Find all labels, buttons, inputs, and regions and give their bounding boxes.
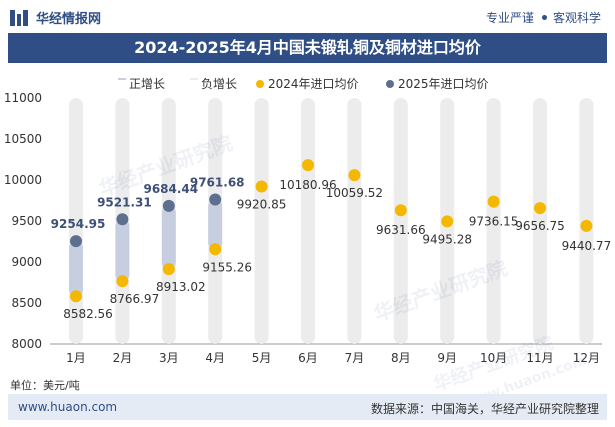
data-label-2024: 10180.96 bbox=[279, 178, 336, 192]
y-tick-label: 10500 bbox=[4, 132, 42, 146]
legend-2024-label: 2024年进口均价 bbox=[268, 77, 359, 91]
legend-positive-label: 正增长 bbox=[129, 77, 165, 91]
unit-label: 单位：美元/吨 bbox=[10, 379, 80, 392]
footer-url[interactable]: www.huaon.com bbox=[18, 400, 118, 414]
x-tick-label: 10月 bbox=[480, 351, 507, 365]
slogan-right: 客观科学 bbox=[552, 11, 601, 25]
y-tick-label: 8000 bbox=[11, 337, 42, 351]
background-bar bbox=[301, 98, 315, 344]
background-bar bbox=[393, 98, 408, 344]
brand: 华经情报网 bbox=[10, 8, 101, 27]
point-2024 bbox=[70, 290, 82, 303]
y-tick-label: 9000 bbox=[11, 255, 42, 269]
positive-growth-bar bbox=[208, 199, 223, 250]
x-tick-label: 3月 bbox=[159, 351, 179, 365]
legend-negative-swatch bbox=[190, 78, 198, 80]
point-2024 bbox=[209, 243, 222, 256]
x-tick-label: 12月 bbox=[573, 351, 600, 365]
legend-2025-label: 2025年进口均价 bbox=[398, 77, 489, 91]
y-tick-label: 8500 bbox=[11, 296, 42, 310]
legend-negative-label: 负增长 bbox=[201, 77, 237, 91]
y-tick-label: 9500 bbox=[11, 214, 42, 228]
x-tick-label: 11月 bbox=[526, 351, 553, 365]
brand-logo-icon bbox=[10, 9, 28, 26]
chart: 正增长 负增长 2024年进口均价 2025年进口均价 8000 8500 9000 9500… bbox=[4, 77, 612, 365]
background-bar bbox=[347, 98, 362, 344]
data-label-2024: 9736.15 bbox=[469, 215, 519, 229]
data-label-2024: 8766.97 bbox=[110, 292, 160, 306]
background-bar bbox=[486, 98, 501, 344]
data-label-2024: 9155.26 bbox=[202, 260, 252, 274]
point-2025 bbox=[116, 213, 129, 226]
background-bar bbox=[254, 98, 269, 344]
x-tick-label: 8月 bbox=[391, 351, 411, 365]
data-label-2024: 9631.66 bbox=[376, 223, 426, 237]
point-2025 bbox=[162, 199, 175, 212]
background-bar bbox=[533, 98, 547, 344]
chart-title: 2024-2025年4月中国未锻轧铜及铜材进口均价 bbox=[8, 33, 607, 63]
data-label-2025: 9761.68 bbox=[190, 176, 245, 190]
data-label-2025: 9684.44 bbox=[143, 182, 198, 196]
slogan-left: 专业严谨 bbox=[485, 11, 534, 25]
data-label-2024: 10059.52 bbox=[326, 186, 383, 200]
data-source: 数据来源：中国海关，华经产业研究院整理 bbox=[370, 402, 599, 416]
point-2024 bbox=[302, 159, 314, 172]
slogan-dot-icon bbox=[541, 15, 547, 20]
data-label-2024: 9920.85 bbox=[237, 197, 287, 211]
x-tick-label: 6月 bbox=[298, 351, 318, 365]
brand-name: 华经情报网 bbox=[36, 12, 102, 27]
legend-2025-marker bbox=[386, 80, 394, 88]
x-tick-label: 2月 bbox=[113, 351, 133, 365]
point-2024 bbox=[255, 180, 268, 193]
data-label-2024: 9440.77 bbox=[562, 239, 612, 253]
data-label-2024: 9656.75 bbox=[515, 219, 565, 233]
x-tick-label: 7月 bbox=[345, 351, 365, 365]
data-label-2024: 8582.56 bbox=[63, 307, 113, 321]
positive-growth-bar bbox=[115, 219, 130, 282]
point-2024 bbox=[394, 204, 407, 217]
slogan: 专业严谨 客观科学 bbox=[486, 9, 601, 26]
point-2024 bbox=[116, 275, 129, 288]
positive-growth-bar bbox=[161, 205, 176, 270]
footer: www.huaon.com 数据来源：中国海关，华经产业研究院整理 bbox=[8, 394, 607, 420]
legend-positive-swatch bbox=[118, 78, 126, 80]
point-2024 bbox=[348, 169, 361, 182]
x-tick-label: 5月 bbox=[252, 351, 272, 365]
data-label-2025: 9521.31 bbox=[97, 195, 152, 209]
point-2024 bbox=[580, 219, 593, 232]
top-bar: 华经情报网 专业严谨 客观科学 bbox=[0, 0, 615, 33]
x-tick-label: 9月 bbox=[437, 351, 457, 365]
x-tick-label: 4月 bbox=[205, 351, 225, 365]
data-label-2024: 9495.28 bbox=[422, 232, 472, 246]
x-tick-label: 1月 bbox=[66, 351, 86, 365]
legend-2024-marker bbox=[256, 80, 264, 88]
y-tick-label: 10000 bbox=[4, 173, 42, 187]
point-2025 bbox=[70, 235, 82, 248]
data-label-2024: 8913.02 bbox=[156, 280, 206, 294]
y-tick-label: 11000 bbox=[4, 91, 42, 105]
data-label-2025: 9254.95 bbox=[51, 217, 106, 231]
point-2025 bbox=[209, 193, 222, 206]
point-2024 bbox=[441, 215, 454, 228]
positive-growth-bar bbox=[69, 241, 83, 297]
point-2024 bbox=[487, 195, 500, 208]
point-2024 bbox=[162, 263, 175, 276]
point-2024 bbox=[534, 202, 546, 215]
